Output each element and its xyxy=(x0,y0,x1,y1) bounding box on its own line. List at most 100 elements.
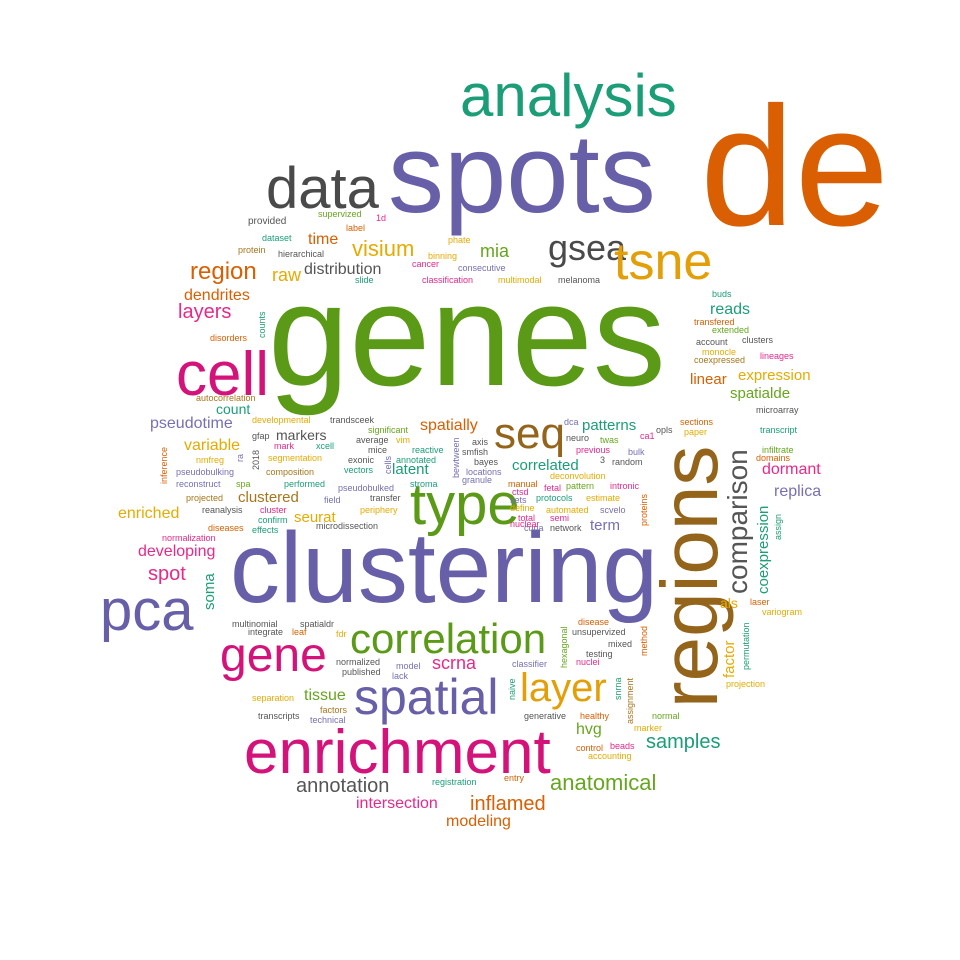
word-confirm: confirm xyxy=(258,515,288,525)
word-effects: effects xyxy=(252,525,279,535)
word-previous: previous xyxy=(576,445,611,455)
word-spots: spots xyxy=(388,111,656,236)
word-multinomial: multinomial xyxy=(232,619,278,629)
word-tissue: tissue xyxy=(304,687,346,704)
word-patterns: patterns xyxy=(582,417,637,434)
word-label: label xyxy=(346,223,366,233)
word-separation: separation xyxy=(252,693,295,703)
word-snrna: snrna xyxy=(613,677,623,700)
word-transfer: transfer xyxy=(370,493,401,503)
word-mixed: mixed xyxy=(608,639,633,649)
word-reanalysis: reanalysis xyxy=(202,505,243,515)
word-control: control xyxy=(576,743,604,753)
word-visium: visium xyxy=(352,236,415,261)
word-bulk: bulk xyxy=(628,447,645,457)
word-beads: beads xyxy=(610,741,635,751)
word-raw: raw xyxy=(272,265,302,285)
word-semi: semi xyxy=(550,513,570,523)
word-correlated: correlated xyxy=(512,457,579,474)
word-paper: paper xyxy=(684,427,708,437)
word-autocorrelation: autocorrelation xyxy=(196,393,256,403)
word-seq: seq xyxy=(494,409,565,458)
word-entry: entry xyxy=(504,773,525,783)
word-smfish: smfish xyxy=(462,447,489,457)
word-model: model xyxy=(396,661,421,671)
word-layer: layer xyxy=(520,666,607,710)
word-lineages: lineages xyxy=(760,351,794,361)
word-projection: projection xyxy=(726,679,766,689)
word-counts: counts xyxy=(257,311,267,338)
word-scvelo: scvelo xyxy=(600,505,626,515)
word-diseases: diseases xyxy=(208,523,244,533)
word-method: method xyxy=(639,625,649,656)
word-projected: projected xyxy=(186,493,224,503)
word-dca: dca xyxy=(564,417,579,427)
word-ra: ra xyxy=(235,453,245,462)
word-factor: factor xyxy=(721,640,738,678)
word-assign: assign xyxy=(773,513,783,540)
word-marker: marker xyxy=(634,723,663,733)
word-protein: protein xyxy=(238,245,266,255)
word-registration: registration xyxy=(432,777,477,787)
word-assignment: assignment xyxy=(625,677,635,724)
word-gsea: gsea xyxy=(548,227,627,268)
word-total: total xyxy=(518,513,536,523)
word-gene: gene xyxy=(220,629,327,682)
word-enrichment: enrichment xyxy=(244,718,551,787)
word-pseudobulking: pseudobulking xyxy=(176,467,235,477)
word-reconstruct: reconstruct xyxy=(176,479,221,489)
word-intronic: intronic xyxy=(610,481,640,491)
word-ca1: ca1 xyxy=(640,431,655,441)
word-phate: phate xyxy=(448,235,471,245)
word-expression: expression xyxy=(738,367,811,384)
word-significant: significant xyxy=(368,425,409,435)
word-infiltrate: infiltrate xyxy=(762,445,794,455)
word-pattern: pattern xyxy=(566,481,595,491)
word-vim: vim xyxy=(396,435,410,445)
word-hvg: hvg xyxy=(576,721,602,738)
word-3: 3 xyxy=(600,455,606,465)
word-seurat: seurat xyxy=(294,509,336,526)
word-estimate: estimate xyxy=(586,493,621,503)
word-tsne: tsne xyxy=(614,233,713,291)
word-disease: disease xyxy=(578,617,610,627)
word-permutation: permutation xyxy=(741,622,751,670)
word-spatial: spatial xyxy=(354,669,499,725)
word-stroma: stroma xyxy=(410,479,438,489)
word-field: field xyxy=(324,495,341,505)
word-layers: layers xyxy=(178,301,232,323)
word-dormant: dormant xyxy=(762,461,821,478)
word-type: type xyxy=(410,472,520,537)
word-transfered: transfered xyxy=(694,317,735,327)
word-protocols: protocols xyxy=(536,493,573,503)
word-ctsd: ctsd xyxy=(512,487,529,497)
word-latent: latent xyxy=(392,461,429,478)
word-coexpression: coexpression xyxy=(755,505,772,594)
word-microdissection: microdissection xyxy=(316,521,379,531)
word-axis: axis xyxy=(472,437,489,447)
word-supervized: supervized xyxy=(318,209,362,219)
word-inference: inference xyxy=(159,446,169,484)
word-spot: spot xyxy=(148,563,186,585)
word-intersection: intersection xyxy=(356,795,438,812)
word-opls: opls xyxy=(656,425,673,435)
word-hexagonal: hexagonal xyxy=(559,626,569,668)
word-normalization: normalization xyxy=(162,533,216,543)
word-leaf: leaf xyxy=(292,627,307,637)
word-region: region xyxy=(190,258,257,285)
word-count: count xyxy=(216,401,251,417)
word-modeling: modeling xyxy=(446,813,511,830)
word-dendrites: dendrites xyxy=(184,287,250,304)
word-microarray: microarray xyxy=(756,405,799,415)
word-spa: spa xyxy=(236,479,251,489)
word-variogram: variogram xyxy=(762,607,803,617)
word-monocle: monocle xyxy=(702,347,737,357)
word-mark: mark xyxy=(274,441,294,451)
word-locations: locations xyxy=(466,467,502,477)
word-healthy: healthy xyxy=(580,711,610,721)
word-automated: automated xyxy=(546,505,589,515)
word-developmental: developmental xyxy=(252,415,311,425)
word-als: als xyxy=(720,595,738,611)
word-extended: extended xyxy=(712,325,750,335)
word-reads: reads xyxy=(710,301,751,318)
